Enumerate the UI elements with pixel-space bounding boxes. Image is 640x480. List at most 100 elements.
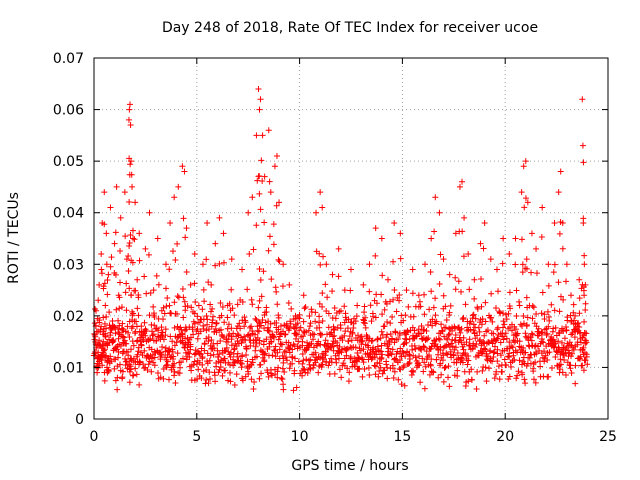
data-point <box>259 132 266 139</box>
data-point <box>345 316 352 323</box>
data-point <box>116 305 123 312</box>
data-point <box>539 329 546 336</box>
data-point <box>204 220 211 227</box>
data-point <box>276 346 283 353</box>
data-point <box>499 260 506 267</box>
data-point <box>128 325 135 332</box>
data-point <box>365 337 372 344</box>
data-point <box>361 366 368 373</box>
data-point <box>550 269 557 276</box>
data-point <box>150 287 157 294</box>
data-point <box>241 323 248 330</box>
data-point <box>106 322 113 329</box>
data-point <box>538 336 545 343</box>
data-point <box>378 354 385 361</box>
data-point <box>205 326 212 333</box>
data-point <box>220 259 227 266</box>
data-point <box>250 246 257 253</box>
data-point <box>256 190 263 197</box>
data-point <box>533 270 540 277</box>
data-point <box>421 291 428 298</box>
data-point <box>428 343 435 350</box>
data-point <box>331 332 338 339</box>
data-point <box>400 349 407 356</box>
data-point <box>582 340 589 347</box>
data-point <box>142 245 149 252</box>
data-point <box>142 332 149 339</box>
data-point <box>577 339 584 346</box>
data-point <box>428 235 435 242</box>
data-point <box>336 366 343 373</box>
data-point <box>130 342 137 349</box>
data-point <box>400 317 407 324</box>
data-point <box>305 327 312 334</box>
data-point <box>405 303 412 310</box>
data-point <box>102 333 109 340</box>
data-point <box>100 347 107 354</box>
data-point <box>467 326 474 333</box>
data-point <box>166 266 173 273</box>
data-point <box>415 292 422 299</box>
data-point <box>273 202 280 209</box>
data-point <box>141 319 148 326</box>
data-point <box>425 321 432 328</box>
data-point <box>241 333 248 340</box>
data-point <box>502 330 509 337</box>
data-point <box>335 245 342 252</box>
data-point <box>332 356 339 363</box>
data-point <box>359 356 366 363</box>
data-point <box>210 313 217 320</box>
data-point <box>335 355 342 362</box>
data-point <box>506 353 513 360</box>
data-point <box>261 350 268 357</box>
data-point <box>172 257 179 264</box>
data-point <box>145 337 152 344</box>
data-point <box>440 256 447 263</box>
data-point <box>555 189 562 196</box>
data-point <box>582 357 589 364</box>
data-point <box>248 296 255 303</box>
data-point <box>188 304 195 311</box>
data-point <box>241 314 248 321</box>
data-point <box>426 371 433 378</box>
data-point <box>436 336 443 343</box>
data-point <box>461 214 468 221</box>
data-point <box>248 376 255 383</box>
data-point <box>572 321 579 328</box>
data-point <box>306 312 313 319</box>
data-point <box>459 178 466 185</box>
data-point <box>108 358 115 365</box>
data-point <box>122 355 129 362</box>
data-point <box>539 289 546 296</box>
data-point <box>253 132 260 139</box>
data-point <box>99 342 106 349</box>
data-point <box>397 255 404 262</box>
data-point <box>579 96 586 103</box>
data-point <box>389 346 396 353</box>
data-point <box>572 343 579 350</box>
data-point <box>533 323 540 330</box>
data-point <box>245 209 252 216</box>
data-point <box>113 183 120 190</box>
data-point <box>110 347 117 354</box>
data-point <box>329 333 336 340</box>
data-point <box>201 298 208 305</box>
data-point <box>154 370 161 377</box>
data-point <box>158 324 165 331</box>
data-point <box>144 367 151 374</box>
data-point <box>563 327 570 334</box>
data-point <box>201 347 208 354</box>
data-point <box>584 361 591 368</box>
data-point <box>518 346 525 353</box>
data-point <box>295 358 302 365</box>
data-point <box>408 372 415 379</box>
data-point <box>96 337 103 344</box>
data-point <box>261 219 268 226</box>
data-point <box>255 85 262 92</box>
data-point <box>291 325 298 332</box>
data-point <box>368 318 375 325</box>
data-point <box>426 352 433 359</box>
data-point <box>362 324 369 331</box>
data-point <box>513 375 520 382</box>
data-point <box>560 328 567 335</box>
